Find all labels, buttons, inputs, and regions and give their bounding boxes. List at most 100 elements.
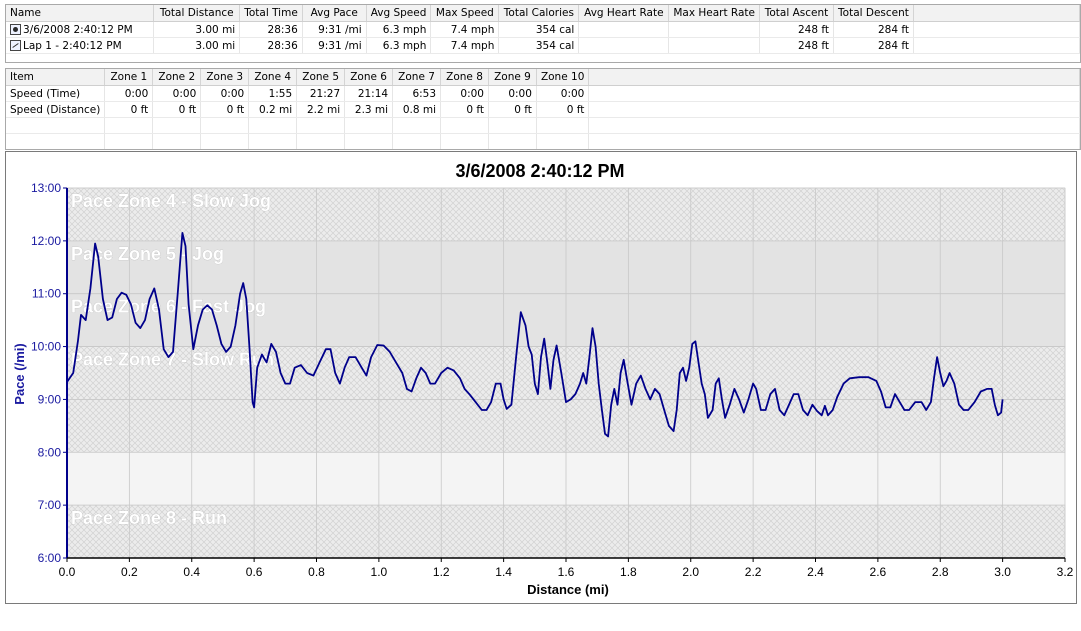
zone-value-cell: 0 ft — [104, 101, 154, 118]
laps-grid: Name Total Distance Total Time Avg Pace … — [6, 5, 1080, 54]
zone-value-cell: 0 ft — [488, 101, 537, 118]
zone-value-cell: 21:27 — [296, 85, 346, 102]
column-header-total-calories[interactable]: Total Calories — [498, 5, 580, 22]
zone-value-cell: 0.8 mi — [392, 101, 442, 118]
x-tick-label: 3.0 — [994, 565, 1011, 579]
column-header-max-heart-rate[interactable]: Max Heart Rate — [668, 5, 761, 22]
x-tick-label: 2.8 — [932, 565, 949, 579]
x-tick-label: 2.0 — [682, 565, 699, 579]
avg-pace-cell: 9:31 /mi — [302, 37, 367, 54]
x-tick-label: 2.2 — [745, 565, 762, 579]
y-tick-label: 10:00 — [31, 340, 61, 354]
column-header-zone-3[interactable]: Zone 3 — [200, 69, 250, 86]
y-axis-title: Pace (/mi) — [12, 343, 27, 404]
table-row[interactable]: 3/6/2008 2:40:12 PM 3.00 mi 28:36 9:31 /… — [6, 21, 1080, 38]
column-header-zone-8[interactable]: Zone 8 — [440, 69, 489, 86]
avg-speed-cell: 6.3 mph — [366, 37, 432, 54]
total-time-cell: 28:36 — [239, 21, 303, 38]
zone-value-cell: 0:00 — [200, 85, 250, 102]
item-cell: Speed (Time) — [6, 85, 106, 102]
activity-name-cell[interactable]: 3/6/2008 2:40:12 PM — [6, 21, 155, 38]
zone-value-cell: 0 ft — [440, 101, 489, 118]
empty-row — [6, 117, 1080, 134]
column-header-zone-4[interactable]: Zone 4 — [248, 69, 298, 86]
grid-layer — [66, 187, 1066, 559]
y-tick-label: 13:00 — [31, 181, 61, 195]
filler-cell — [588, 85, 1080, 102]
x-tick-label: 0.4 — [183, 565, 200, 579]
max-heart-rate-cell — [668, 37, 761, 54]
column-header-filler — [588, 69, 1080, 86]
column-header-avg-pace[interactable]: Avg Pace — [302, 5, 367, 22]
lap-name-cell[interactable]: Lap 1 - 2:40:12 PM — [6, 37, 155, 54]
zone-value-cell: 0:00 — [104, 85, 154, 102]
zone-value-cell: 1:55 — [248, 85, 298, 102]
zone-value-cell: 0:00 — [152, 85, 202, 102]
column-header-zone-9[interactable]: Zone 9 — [488, 69, 537, 86]
avg-pace-cell: 9:31 /mi — [302, 21, 367, 38]
column-header-zone-2[interactable]: Zone 2 — [152, 69, 202, 86]
zone-value-cell: 0 ft — [200, 101, 250, 118]
laps-header-row: Name Total Distance Total Time Avg Pace … — [6, 5, 1080, 22]
lap-icon — [10, 39, 21, 51]
column-header-avg-speed[interactable]: Avg Speed — [366, 5, 432, 22]
avg-heart-rate-cell — [578, 37, 670, 54]
column-header-max-speed[interactable]: Max Speed — [430, 5, 500, 22]
column-header-avg-heart-rate[interactable]: Avg Heart Rate — [578, 5, 670, 22]
table-row[interactable]: Speed (Time) 0:00 0:00 0:00 1:55 21:27 2… — [6, 85, 1080, 102]
filler-cell — [588, 101, 1080, 118]
max-speed-cell: 7.4 mph — [430, 37, 500, 54]
column-header-item[interactable]: Item — [6, 69, 106, 86]
pace-zone-label: Pace Zone 6 - Fast Jog — [71, 297, 266, 317]
lap-name: Lap 1 - 2:40:12 PM — [23, 39, 122, 52]
x-tick-label: 1.4 — [495, 565, 512, 579]
total-ascent-cell: 248 ft — [759, 37, 834, 54]
total-calories-cell: 354 cal — [498, 21, 580, 38]
laps-summary-table: Name Total Distance Total Time Avg Pace … — [5, 4, 1081, 63]
x-tick-label: 1.2 — [433, 565, 450, 579]
total-descent-cell: 284 ft — [833, 37, 914, 54]
zone-value-cell: 0:00 — [536, 85, 590, 102]
x-tick-label: 1.0 — [371, 565, 388, 579]
zone-value-cell: 6:53 — [392, 85, 442, 102]
total-calories-cell: 354 cal — [498, 37, 580, 54]
zone-value-cell: 0:00 — [488, 85, 537, 102]
column-header-total-time[interactable]: Total Time — [239, 5, 303, 22]
pace-series-line — [66, 232, 1004, 438]
column-header-zone-10[interactable]: Zone 10 — [536, 69, 590, 86]
y-tick-label: 7:00 — [38, 498, 62, 512]
filler-cell — [913, 21, 1080, 38]
column-header-total-distance[interactable]: Total Distance — [153, 5, 241, 22]
column-header-zone-1[interactable]: Zone 1 — [104, 69, 154, 86]
y-tick-label: 6:00 — [38, 551, 62, 565]
column-header-name[interactable]: Name — [6, 5, 155, 22]
zone-value-cell: 0.2 mi — [248, 101, 298, 118]
x-tick-label: 0.6 — [246, 565, 263, 579]
x-tick-label: 2.4 — [807, 565, 824, 579]
y-tick-label: 12:00 — [31, 234, 61, 248]
activity-name: 3/6/2008 2:40:12 PM — [23, 23, 133, 36]
column-header-zone-5[interactable]: Zone 5 — [296, 69, 346, 86]
x-tick-label: 3.2 — [1057, 565, 1074, 579]
column-header-zone-6[interactable]: Zone 6 — [344, 69, 394, 86]
zone-value-cell: 2.2 mi — [296, 101, 346, 118]
table-row[interactable]: Lap 1 - 2:40:12 PM 3.00 mi 28:36 9:31 /m… — [6, 37, 1080, 54]
pace-chart-panel[interactable]: Pace Zone 4 - Slow Jog Pace Zone 5 - Jog P… — [5, 151, 1077, 604]
total-distance-cell: 3.00 mi — [153, 21, 241, 38]
pace-zone-label: Pace Zone 7 - Slow Run — [71, 350, 274, 370]
table-row[interactable]: Speed (Distance) 0 ft 0 ft 0 ft 0.2 mi 2… — [6, 101, 1080, 118]
column-header-zone-7[interactable]: Zone 7 — [392, 69, 442, 86]
x-tick-label: 2.6 — [870, 565, 887, 579]
column-header-total-descent[interactable]: Total Descent — [833, 5, 914, 22]
zone-value-cell: 2.3 mi — [344, 101, 394, 118]
pace-zone-label: Pace Zone 8 - Run — [71, 508, 227, 528]
max-speed-cell: 7.4 mph — [430, 21, 500, 38]
filler-cell — [913, 37, 1080, 54]
zones-header-row: Item Zone 1 Zone 2 Zone 3 Zone 4 Zone 5 … — [6, 69, 1080, 86]
item-cell: Speed (Distance) — [6, 101, 106, 118]
zone-value-cell: 21:14 — [344, 85, 394, 102]
zones-table: Item Zone 1 Zone 2 Zone 3 Zone 4 Zone 5 … — [5, 68, 1081, 150]
column-header-total-ascent[interactable]: Total Ascent — [759, 5, 834, 22]
total-time-cell: 28:36 — [239, 37, 303, 54]
